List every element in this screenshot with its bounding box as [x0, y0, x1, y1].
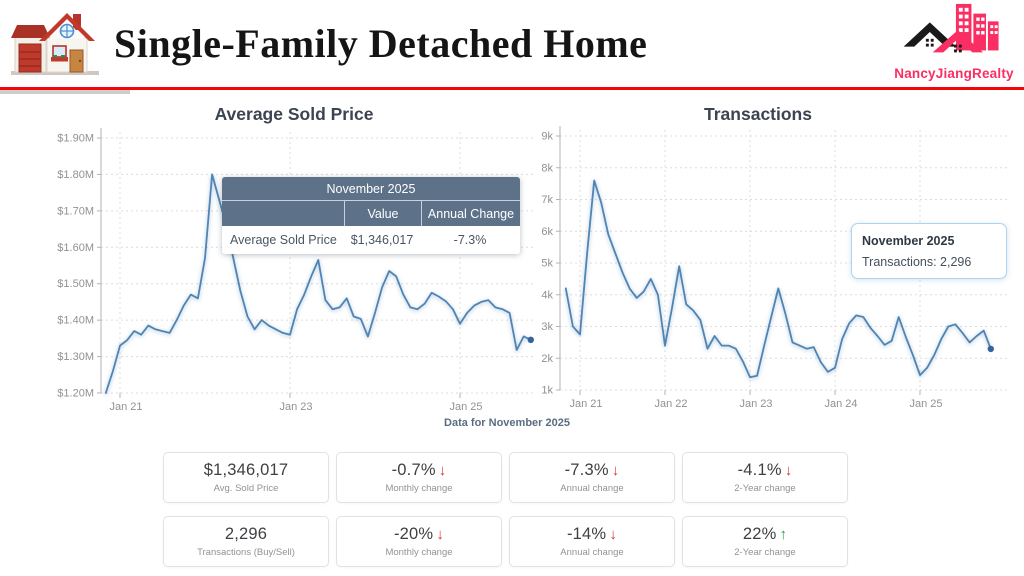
house-icon: [11, 13, 99, 75]
transactions-chart-title: Transactions: [704, 104, 812, 124]
tooltip-row-label: Average Sold Price: [230, 233, 337, 247]
transactions-tooltip: November 2025 Transactions: 2,296: [851, 223, 1007, 279]
y-tick-label: 8k: [541, 162, 553, 174]
y-tick-label: $1.30M: [57, 351, 94, 363]
stat-value: -20% ↓: [393, 525, 445, 543]
stat-value: 22% ↑: [742, 525, 788, 543]
y-tick-label: $1.80M: [57, 169, 94, 181]
y-tick-label: 3k: [541, 321, 553, 333]
x-tick-label: Jan 23: [279, 401, 312, 413]
header-divider-shadow: [0, 90, 130, 94]
stat-value: -14% ↓: [566, 525, 618, 543]
tooltip-value: $1,346,017: [350, 233, 414, 247]
x-tick-label: Jan 23: [739, 398, 772, 410]
stat-label: Monthly change: [385, 483, 453, 494]
stat-label: Monthly change: [385, 547, 453, 558]
x-tick-label: Jan 24: [824, 398, 857, 410]
stat-value: -0.7% ↓: [391, 461, 447, 479]
y-tick-label: 1k: [541, 385, 553, 397]
x-tick-label: Jan 21: [569, 398, 602, 410]
arrow-down-icon: ↓: [611, 462, 620, 479]
page-title: Single-Family Detached Home: [114, 21, 648, 66]
transactions-last-point[interactable]: [987, 345, 994, 353]
arrow-down-icon: ↓: [438, 462, 447, 479]
stat-card: 22% ↑ 2-Year change: [682, 516, 848, 567]
brand-name: NancyJiangRealty: [894, 66, 1014, 81]
stat-value: $1,346,017: [203, 461, 289, 479]
price-series-line[interactable]: [104, 173, 532, 394]
stat-label: Annual change: [560, 547, 624, 558]
stat-label: Transactions (Buy/Sell): [197, 547, 295, 558]
stat-value: -7.3% ↓: [564, 461, 620, 479]
x-tick-label: Jan 25: [909, 398, 942, 410]
y-tick-label: $1.90M: [57, 133, 94, 145]
y-tick-label: 6k: [541, 226, 553, 238]
stat-card: -4.1% ↓ 2-Year change: [682, 452, 848, 503]
y-tick-label: $1.60M: [57, 242, 94, 254]
stat-card: $1,346,017 Avg. Sold Price: [163, 452, 329, 503]
stat-label: 2-Year change: [734, 483, 796, 494]
stat-card: 2,296 Transactions (Buy/Sell): [163, 516, 329, 567]
stat-value: 2,296: [224, 525, 268, 543]
y-tick-label: 7k: [541, 194, 553, 206]
y-tick-label: 9k: [541, 131, 553, 143]
arrow-down-icon: ↓: [609, 526, 618, 543]
stat-card: -0.7% ↓ Monthly change: [336, 452, 502, 503]
y-tick-label: 5k: [541, 258, 553, 270]
stat-label: Avg. Sold Price: [213, 483, 279, 494]
transactions-series-line[interactable]: [564, 179, 992, 379]
x-tick-label: Jan 22: [654, 398, 687, 410]
stat-card: -7.3% ↓ Annual change: [509, 452, 675, 503]
data-period-note: Data for November 2025: [444, 417, 570, 429]
y-tick-label: $1.50M: [57, 278, 94, 290]
tooltip-transactions-value: Transactions: 2,296: [862, 255, 972, 269]
header-divider: [0, 87, 1024, 90]
stat-value: -4.1% ↓: [737, 461, 793, 479]
stat-label: Annual change: [560, 483, 624, 494]
header: Single-Family Detached Home: [0, 0, 1024, 88]
x-tick-label: Jan 25: [449, 401, 482, 413]
y-tick-label: $1.40M: [57, 315, 94, 327]
y-tick-label: $1.20M: [57, 388, 94, 400]
price-last-point[interactable]: [527, 336, 534, 343]
stat-label: 2-Year change: [734, 547, 796, 558]
brand-logo: NancyJiangRealty: [890, 2, 1018, 81]
y-tick-label: $1.70M: [57, 205, 94, 217]
y-tick-label: 2k: [541, 353, 553, 365]
tooltip-date: November 2025: [862, 234, 955, 248]
y-tick-label: 4k: [541, 289, 553, 301]
tooltip-col-value: Value: [344, 201, 421, 226]
price-chart: $1.20M $1.30M $1.40M $1.50M $1.60M $1.70M $1.8…: [57, 128, 534, 413]
stat-card: -14% ↓ Annual change: [509, 516, 675, 567]
arrow-down-icon: ↓: [436, 526, 445, 543]
arrow-down-icon: ↓: [784, 462, 793, 479]
brand-buildings-icon: [903, 3, 999, 53]
price-tooltip: November 2025 Value Annual Change Averag…: [222, 177, 520, 254]
tooltip-date: November 2025: [222, 177, 520, 201]
price-chart-title: Average Sold Price: [214, 104, 374, 124]
tooltip-col-spacer: [222, 201, 344, 226]
arrow-up-icon: ↑: [779, 526, 788, 543]
stat-card: -20% ↓ Monthly change: [336, 516, 502, 567]
x-tick-label: Jan 21: [109, 401, 142, 413]
tooltip-annual-change: -7.3%: [453, 233, 487, 247]
tooltip-col-annual-change: Annual Change: [421, 201, 520, 226]
stats-grid: $1,346,017 Avg. Sold Price -0.7% ↓ Monthly c…: [163, 452, 848, 567]
